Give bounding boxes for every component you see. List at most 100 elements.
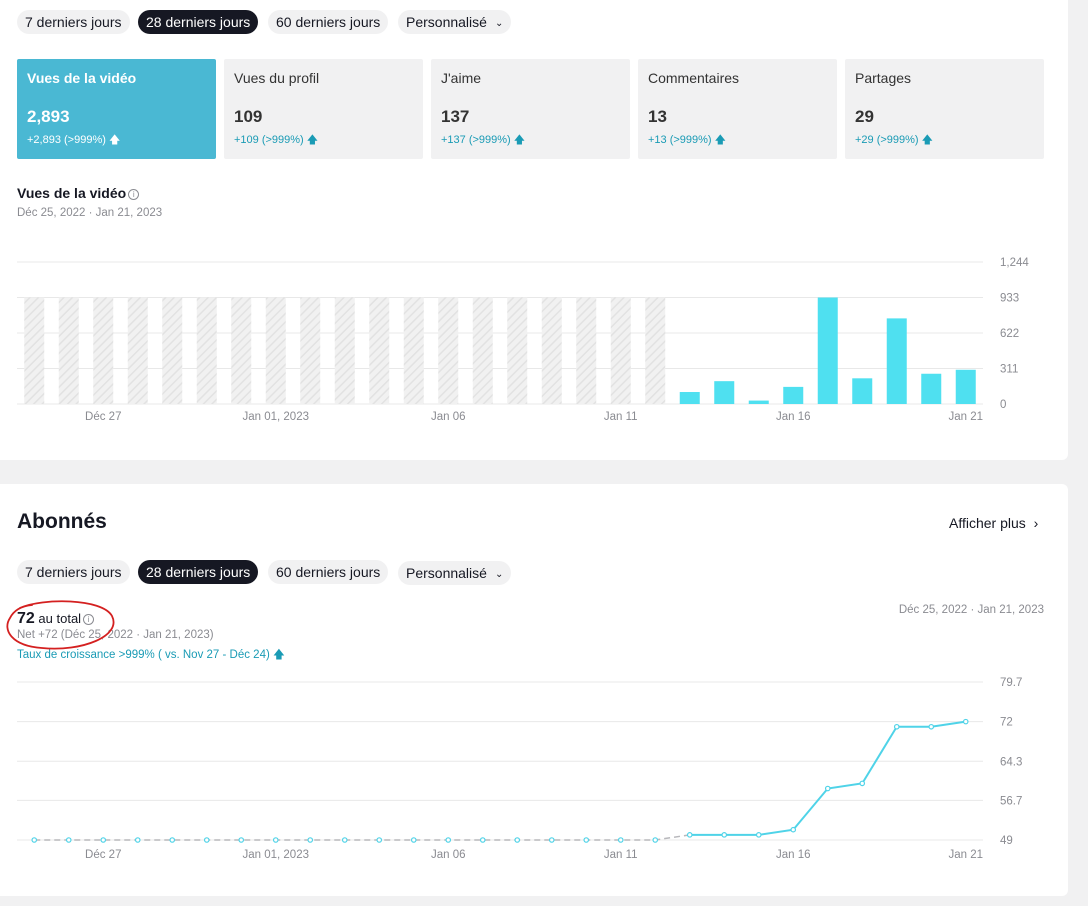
metric-shares[interactable]: Partages 29 +29 (>999%) 🡅 bbox=[845, 59, 1044, 159]
y-tick-label: 933 bbox=[1000, 293, 1019, 305]
x-tick-label: Jan 01, 2023 bbox=[242, 411, 309, 423]
data-point bbox=[859, 780, 866, 787]
chevron-right-icon: › bbox=[1033, 515, 1039, 531]
range-28-days[interactable]: 28 derniers jours bbox=[138, 10, 259, 34]
x-tick-label: Jan 06 bbox=[431, 849, 466, 861]
see-more-link[interactable]: Afficher plus › bbox=[949, 515, 1038, 531]
chevron-down-icon: ⌄ bbox=[494, 569, 504, 580]
bar bbox=[852, 378, 873, 404]
range-custom-dropdown[interactable]: Personnalisé ⌄ bbox=[398, 10, 512, 34]
x-tick-label: Jan 21 bbox=[948, 849, 983, 861]
y-tick-label: 64.3 bbox=[1000, 756, 1022, 768]
no-data-bar bbox=[127, 297, 148, 404]
data-point bbox=[514, 837, 521, 843]
metric-video-views[interactable]: Vues de la vidéo 2,893 +2,893 (>999%) 🡅 bbox=[17, 59, 216, 159]
data-point bbox=[790, 826, 797, 833]
no-data-bar bbox=[403, 297, 424, 404]
data-point bbox=[272, 837, 279, 843]
bar bbox=[886, 318, 907, 404]
y-tick-label: 79.7 bbox=[1000, 677, 1022, 689]
metric-delta: +29 (>999%) bbox=[855, 134, 919, 146]
data-point bbox=[583, 837, 590, 843]
info-icon[interactable]: i bbox=[83, 614, 95, 626]
followers-range-custom-dropdown[interactable]: Personnalisé ⌄ bbox=[398, 561, 512, 585]
x-tick-label: Déc 27 bbox=[85, 849, 121, 861]
data-point bbox=[824, 785, 831, 792]
data-point bbox=[686, 832, 693, 838]
data-point bbox=[755, 832, 762, 838]
y-tick-label: 49 bbox=[1000, 835, 1013, 847]
bar bbox=[714, 381, 735, 404]
data-point bbox=[31, 837, 38, 843]
range-7-days[interactable]: 7 derniers jours bbox=[17, 10, 130, 34]
bar bbox=[921, 373, 942, 404]
no-data-bar bbox=[576, 297, 597, 404]
arrow-up-icon: 🡅 bbox=[306, 134, 319, 146]
data-point bbox=[203, 837, 210, 843]
info-icon[interactable]: i bbox=[128, 188, 140, 200]
data-point bbox=[238, 837, 245, 843]
metric-value: 137 bbox=[441, 107, 470, 126]
data-point bbox=[341, 837, 348, 843]
followers-range-28-days[interactable]: 28 derniers jours bbox=[138, 560, 259, 584]
data-point bbox=[134, 837, 141, 843]
y-tick-label: 0 bbox=[1000, 399, 1006, 411]
series-line bbox=[689, 720, 966, 836]
metric-label: Partages bbox=[855, 70, 912, 86]
data-point bbox=[962, 718, 969, 725]
followers-line-chart: 79.7 72 64.3 56.7 49 Déc 27 Jan 01, 2023 Jan 06… bbox=[17, 677, 1022, 861]
metric-label: J'aime bbox=[441, 70, 482, 86]
y-tick-label: 1,244 bbox=[1000, 257, 1029, 269]
metric-value: 109 bbox=[234, 107, 263, 126]
metric-label: Vues de la vidéo bbox=[27, 70, 137, 86]
followers-range-60-days[interactable]: 60 derniers jours bbox=[268, 560, 389, 584]
no-data-bar bbox=[24, 297, 45, 404]
bar bbox=[679, 392, 700, 404]
data-point bbox=[169, 837, 176, 843]
followers-range-7-days[interactable]: 7 derniers jours bbox=[17, 560, 130, 584]
no-data-bar bbox=[58, 297, 79, 404]
bar bbox=[748, 400, 769, 404]
chart-date-range: Déc 25, 2022 · Jan 21, 2023 bbox=[17, 207, 163, 219]
arrow-up-icon: 🡅 bbox=[714, 134, 726, 146]
no-data-bar bbox=[507, 297, 528, 404]
range-60-days[interactable]: 60 derniers jours bbox=[268, 10, 389, 34]
bar bbox=[783, 386, 804, 404]
x-tick-label: Jan 01, 2023 bbox=[242, 849, 309, 861]
x-tick-label: Jan 11 bbox=[604, 849, 638, 861]
data-point bbox=[893, 723, 900, 730]
range-custom-label: Personnalisé bbox=[406, 565, 487, 581]
data-point bbox=[617, 837, 624, 843]
data-point bbox=[652, 837, 659, 843]
data-point bbox=[376, 837, 383, 843]
data-point bbox=[445, 837, 452, 843]
chevron-down-icon: ⌄ bbox=[494, 18, 504, 29]
no-data-bar bbox=[369, 297, 390, 404]
data-point bbox=[721, 832, 728, 838]
annotation-circle bbox=[6, 600, 115, 650]
metric-delta: +2,893 (>999%) bbox=[27, 134, 106, 146]
x-tick-label: Jan 16 bbox=[776, 411, 811, 423]
followers-total: 72 au total i bbox=[17, 610, 95, 628]
followers-total-value: 72 bbox=[17, 610, 35, 627]
arrow-up-icon: 🡅 bbox=[921, 134, 933, 146]
followers-card bbox=[0, 484, 1068, 896]
metric-profile-views[interactable]: Vues du profil 109 +109 (>999%) 🡅 bbox=[224, 59, 423, 159]
x-tick-label: Jan 06 bbox=[431, 411, 466, 423]
no-data-bar bbox=[196, 297, 217, 404]
no-data-bar bbox=[231, 297, 252, 404]
metric-likes[interactable]: J'aime 137 +137 (>999%) 🡅 bbox=[431, 59, 630, 159]
x-tick-label: Jan 21 bbox=[948, 411, 983, 423]
metric-value: 13 bbox=[648, 107, 667, 126]
arrow-up-icon: 🡅 bbox=[513, 134, 526, 146]
metric-comments[interactable]: Commentaires 13 +13 (>999%) 🡅 bbox=[638, 59, 837, 159]
see-more-label: Afficher plus bbox=[949, 515, 1026, 531]
y-tick-label: 311 bbox=[1000, 364, 1018, 376]
chart-title: Vues de la vidéo i bbox=[17, 185, 140, 201]
views-bar-chart: 1,244 933 622 311 0 Déc 27 Jan 01, 2023 Jan 06 J… bbox=[17, 257, 1029, 423]
no-data-bar bbox=[162, 297, 183, 404]
data-point bbox=[548, 837, 555, 843]
x-tick-label: Jan 11 bbox=[604, 411, 638, 423]
no-data-bar bbox=[334, 297, 355, 404]
followers-total-label: au total bbox=[38, 611, 82, 626]
